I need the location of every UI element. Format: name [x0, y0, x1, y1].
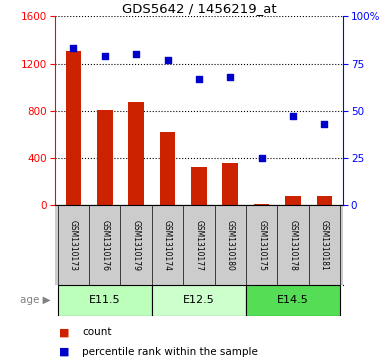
Point	[102, 53, 108, 59]
Point	[290, 114, 296, 119]
FancyBboxPatch shape	[152, 285, 246, 316]
Text: GSM1310175: GSM1310175	[257, 220, 266, 270]
Bar	[66, 50, 81, 205]
FancyBboxPatch shape	[58, 285, 152, 316]
Text: GSM1310181: GSM1310181	[320, 220, 329, 270]
Point	[70, 45, 76, 51]
Point	[259, 155, 265, 161]
Text: GSM1310177: GSM1310177	[194, 220, 204, 270]
Bar	[317, 196, 332, 205]
Text: GSM1310176: GSM1310176	[100, 220, 109, 270]
Text: count: count	[82, 327, 112, 337]
Text: E11.5: E11.5	[89, 295, 121, 305]
Text: age ▶: age ▶	[20, 295, 51, 305]
Text: ■: ■	[58, 347, 69, 357]
Bar	[128, 102, 144, 205]
Bar	[97, 110, 113, 205]
Text: GSM1310173: GSM1310173	[69, 220, 78, 270]
Text: ■: ■	[58, 327, 69, 337]
Point	[133, 51, 139, 57]
Text: GSM1310179: GSM1310179	[132, 220, 141, 270]
Bar	[160, 132, 176, 205]
Bar	[285, 196, 301, 205]
Bar	[222, 163, 238, 205]
Point	[321, 121, 328, 127]
Text: GSM1310178: GSM1310178	[289, 220, 298, 270]
Text: percentile rank within the sample: percentile rank within the sample	[82, 347, 258, 357]
Bar	[191, 167, 207, 205]
Point	[196, 76, 202, 82]
Point	[165, 57, 171, 63]
Title: GDS5642 / 1456219_at: GDS5642 / 1456219_at	[122, 2, 276, 15]
FancyBboxPatch shape	[246, 285, 340, 316]
Point	[227, 74, 233, 79]
Text: GSM1310174: GSM1310174	[163, 220, 172, 270]
Text: E14.5: E14.5	[277, 295, 309, 305]
Text: GSM1310180: GSM1310180	[226, 220, 235, 270]
Bar	[254, 204, 269, 205]
Text: E12.5: E12.5	[183, 295, 215, 305]
